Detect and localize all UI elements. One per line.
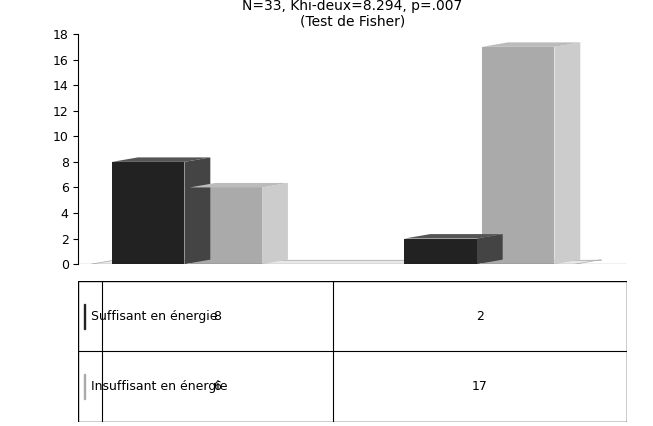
Bar <box>482 47 554 264</box>
Polygon shape <box>262 183 288 264</box>
Text: 17: 17 <box>472 380 488 393</box>
Polygon shape <box>482 42 581 47</box>
Text: Insuffisant en énergie: Insuffisant en énergie <box>91 380 227 393</box>
Bar <box>112 162 184 264</box>
Polygon shape <box>91 259 601 264</box>
Title: N=33, Khi-deux=8.294, p=.007
(Test de Fisher): N=33, Khi-deux=8.294, p=.007 (Test de Fi… <box>242 0 463 29</box>
Polygon shape <box>477 234 503 264</box>
Bar <box>404 239 477 264</box>
Text: Fardeau léger à
modéré: Fardeau léger à modéré <box>446 287 539 315</box>
Text: Fardeau faible ou
nul: Fardeau faible ou nul <box>149 287 251 315</box>
Polygon shape <box>554 42 581 264</box>
Text: 6: 6 <box>214 380 221 393</box>
Text: 8: 8 <box>214 310 221 323</box>
Bar <box>189 187 262 264</box>
Text: Suffisant en énergie: Suffisant en énergie <box>91 310 217 323</box>
Bar <box>84 304 86 329</box>
Bar <box>84 374 86 399</box>
Polygon shape <box>112 157 210 162</box>
Polygon shape <box>184 157 210 264</box>
Polygon shape <box>404 234 503 239</box>
Text: 2: 2 <box>476 310 484 323</box>
Polygon shape <box>189 183 288 187</box>
